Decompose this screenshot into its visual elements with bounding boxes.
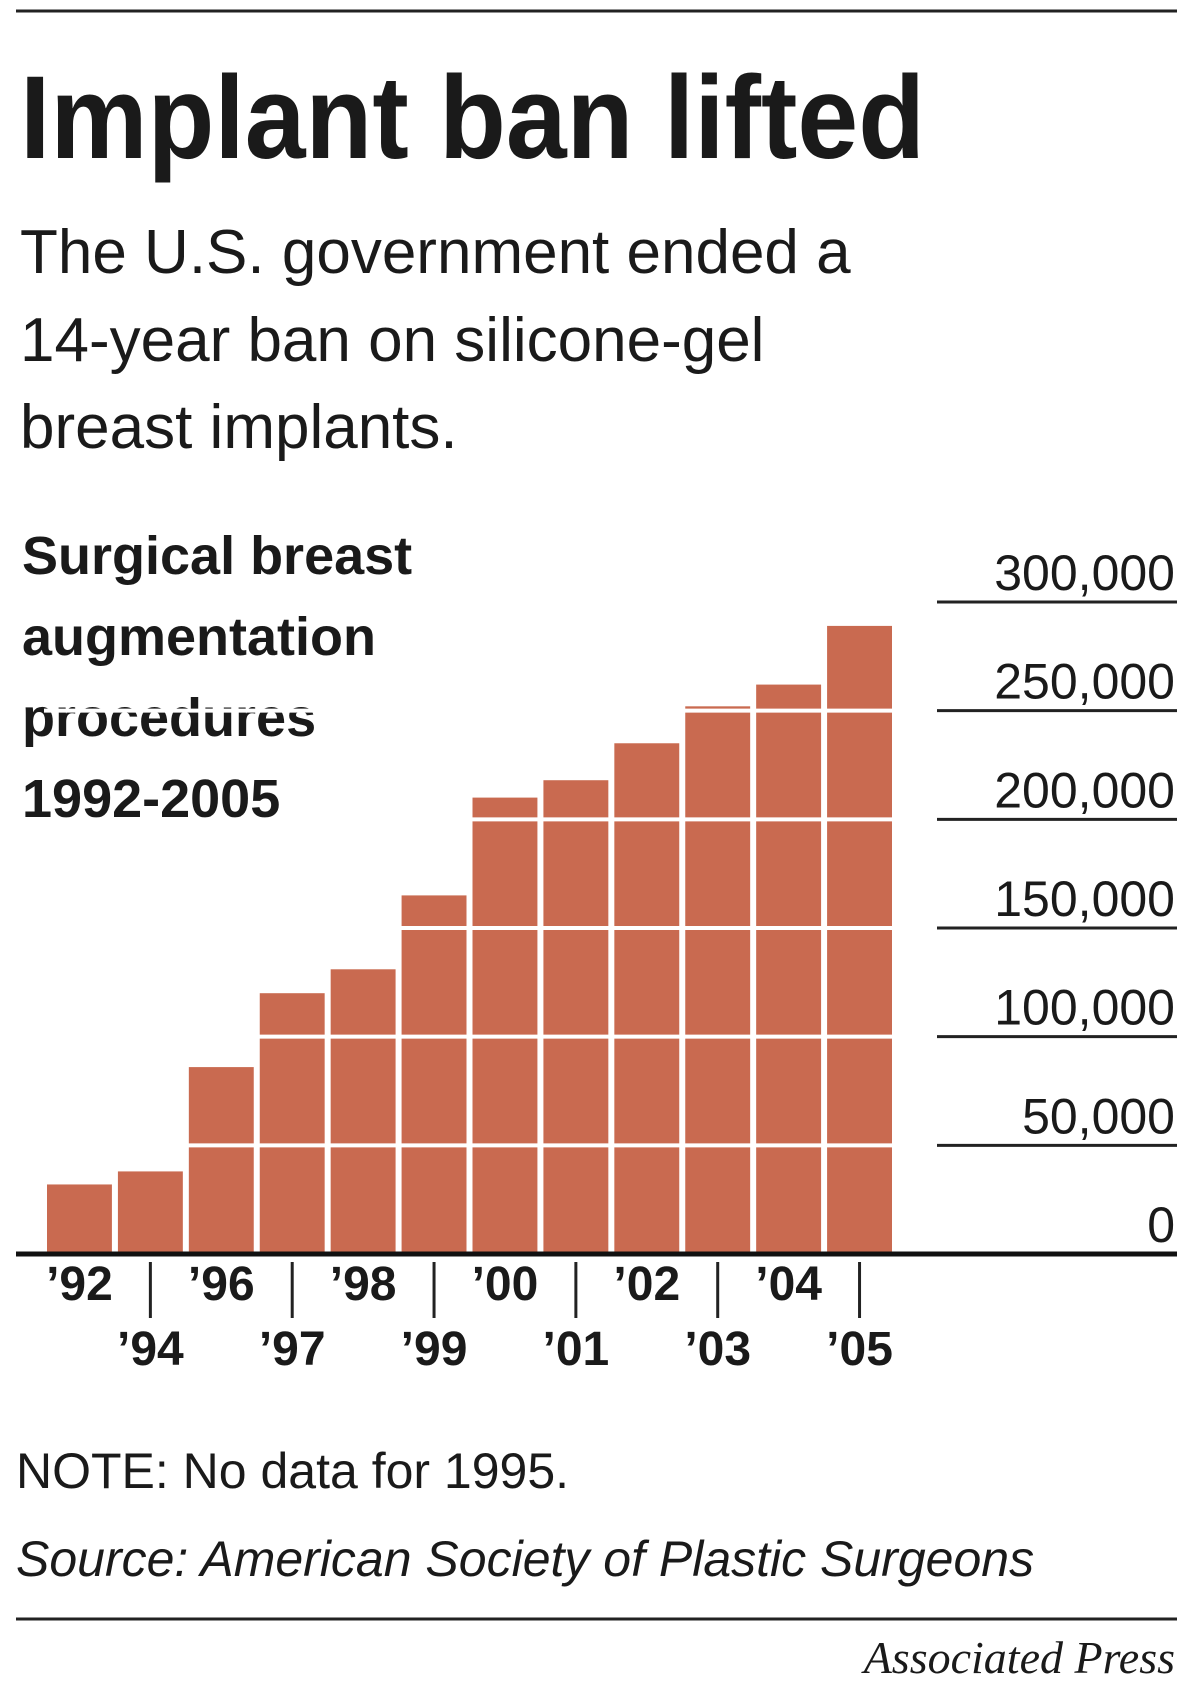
x-tick-label: ’00 <box>472 1258 539 1311</box>
y-tick-label: 50,000 <box>1022 1088 1175 1144</box>
bar <box>117 1171 183 1254</box>
y-tick-label: 300,000 <box>994 545 1175 601</box>
subtitle-line: breast implants. <box>20 393 458 462</box>
x-tick-label: ’98 <box>330 1258 397 1311</box>
x-tick-label: ’92 <box>46 1258 113 1311</box>
bar <box>472 797 538 1254</box>
bar <box>401 895 467 1254</box>
x-tick-label: ’03 <box>684 1323 751 1376</box>
bar <box>827 625 892 1254</box>
y-tick-label: 150,000 <box>994 871 1175 927</box>
bar <box>543 780 609 1254</box>
bar <box>188 1067 254 1254</box>
y-tick-label: 100,000 <box>994 980 1175 1036</box>
x-tick-label: ’02 <box>613 1258 680 1311</box>
subtitle-line: The U.S. government ended a <box>20 218 851 287</box>
x-tick-label: ’97 <box>259 1323 326 1376</box>
y-tick-label: 250,000 <box>994 654 1175 710</box>
bar <box>614 743 680 1254</box>
source: Source: American Society of Plastic Surg… <box>16 1531 1034 1587</box>
bar <box>330 969 396 1254</box>
x-tick-label: ’99 <box>401 1323 468 1376</box>
note: NOTE: No data for 1995. <box>16 1443 569 1499</box>
y-tick-label: 200,000 <box>994 762 1175 818</box>
subtitle-line: 14-year ban on silicone-gel <box>20 306 764 375</box>
x-tick-label: ’96 <box>188 1258 255 1311</box>
chart-title-line: augmentation <box>22 607 376 667</box>
x-tick-label: ’04 <box>755 1258 822 1311</box>
bar <box>259 993 325 1254</box>
y-tick-label: 0 <box>1147 1197 1175 1253</box>
chart-title-line: procedures <box>22 688 316 748</box>
x-tick-label: ’94 <box>117 1323 184 1376</box>
bar <box>756 684 822 1254</box>
x-tick-label: ’05 <box>826 1323 893 1376</box>
x-tick-label: ’01 <box>543 1323 610 1376</box>
credit: Associated Press <box>861 1632 1175 1683</box>
headline: Implant ban lifted <box>20 52 925 184</box>
chart-title-line: Surgical breast <box>22 526 412 586</box>
bar <box>47 1184 112 1254</box>
bar <box>685 706 751 1254</box>
